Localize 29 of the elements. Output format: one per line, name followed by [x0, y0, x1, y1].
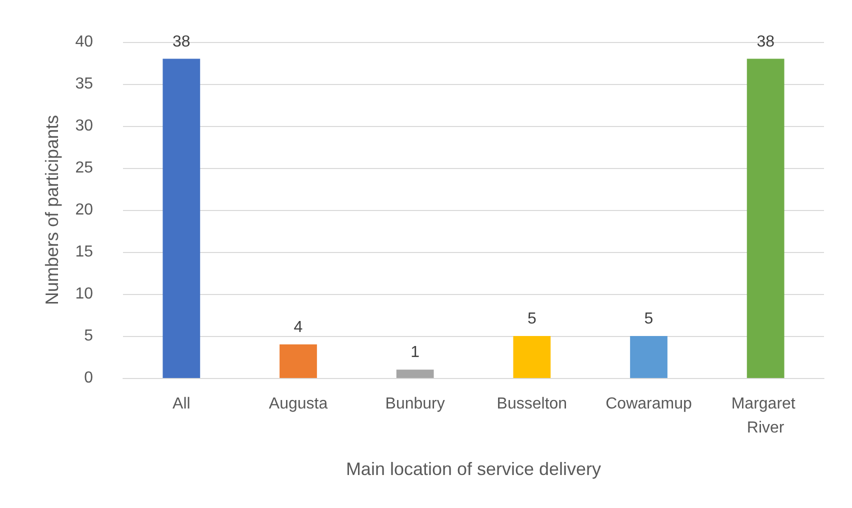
y-tick-label: 10	[75, 286, 94, 302]
y-tick-label: 20	[75, 202, 94, 218]
data-label: 1	[410, 344, 420, 362]
x-tick-label: All	[172, 396, 190, 412]
data-label: 38	[172, 33, 190, 50]
bar	[746, 58, 784, 378]
data-label: 38	[756, 33, 775, 50]
y-tick-label: 30	[75, 118, 94, 134]
x-tick-label: Busselton	[496, 396, 568, 412]
bar	[630, 336, 668, 378]
data-label: 5	[527, 310, 536, 328]
x-axis-title: Main location of service delivery	[346, 459, 602, 479]
y-tick-label: 25	[75, 160, 94, 176]
x-tick-label: Margaret River	[731, 396, 800, 436]
y-tick-label: 35	[75, 76, 94, 92]
x-tick-label: Bunbury	[385, 396, 445, 412]
y-tick-label: 15	[75, 244, 94, 260]
y-tick-label: 40	[75, 34, 94, 50]
y-tick-label: 5	[84, 328, 94, 344]
y-axis-title: Numbers of participants	[42, 114, 62, 306]
bar	[280, 344, 317, 378]
x-tick-label: Augusta	[268, 396, 328, 412]
data-label: 4	[294, 318, 303, 336]
bar	[513, 336, 551, 378]
x-tick-label: Cowaramup	[606, 396, 692, 412]
bar	[162, 58, 200, 378]
data-label: 5	[644, 310, 654, 328]
y-tick-label: 0	[84, 370, 94, 386]
bar	[396, 370, 434, 378]
